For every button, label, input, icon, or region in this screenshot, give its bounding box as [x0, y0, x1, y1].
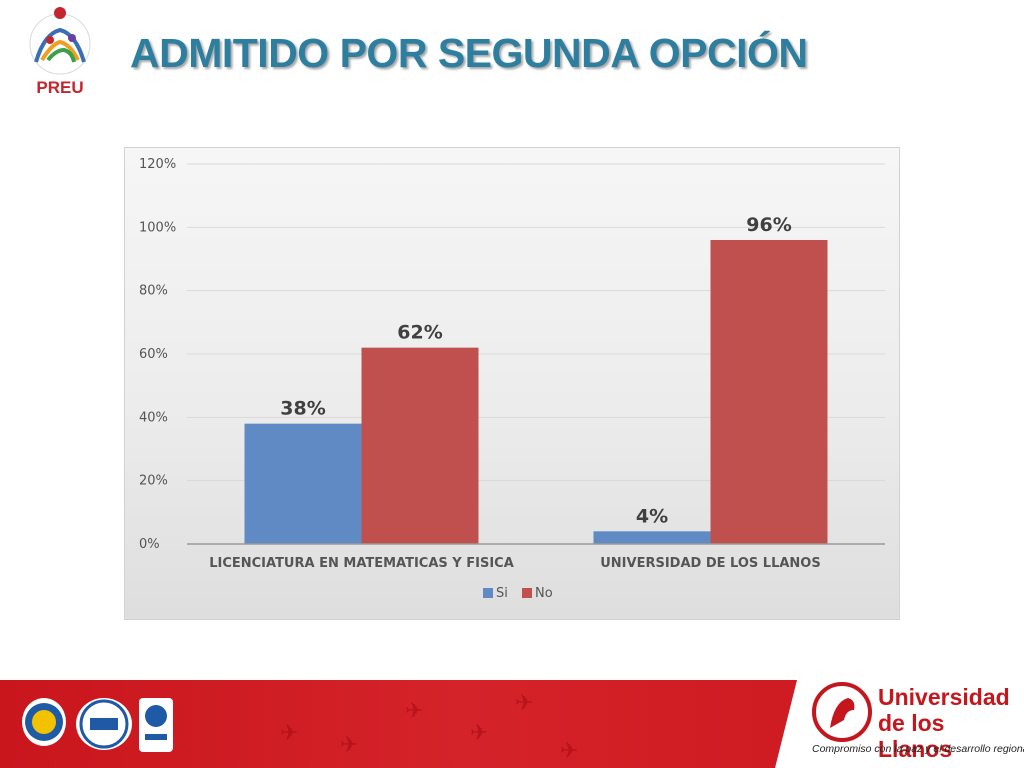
iqnet-certified-icon: [76, 698, 132, 750]
data-label: 96%: [746, 214, 791, 236]
y-tick-label: 100%: [139, 220, 176, 235]
y-tick-label: 120%: [139, 157, 176, 172]
unillanos-emblem-icon: [812, 682, 872, 742]
bar-no: [361, 347, 479, 544]
preu-logo-text: PREU: [36, 78, 84, 97]
bird-silhouette-icon: ✈: [470, 720, 489, 745]
chart-legend: Si No: [483, 586, 553, 601]
preu-emblem-icon: [29, 7, 91, 75]
bar-chart: 0% 20% 40% 60% 80% 100% 120% 38% 62% 4% 96% LICEN…: [139, 157, 885, 601]
y-tick-label: 80%: [139, 284, 168, 299]
preu-logo: PREU: [14, 4, 114, 100]
legend-label-si: Si: [496, 586, 508, 601]
iso-9001-icon: [139, 698, 173, 752]
bird-silhouette-icon: ✈: [340, 732, 359, 757]
university-name: Universidad de los Llanos: [878, 684, 1020, 762]
university-logo: Universidad de los Llanos Compromiso con…: [810, 680, 1024, 768]
x-axis-categories: LICENCIATURA EN MATEMATICAS Y FISICA UNIV…: [209, 556, 821, 571]
y-tick-label: 40%: [139, 410, 168, 425]
y-tick-label: 20%: [139, 474, 168, 489]
legend-label-no: No: [535, 586, 553, 601]
footer-red-band: ✈ ✈ ✈ ✈ ✈ ✈: [0, 680, 797, 768]
y-tick-label: 60%: [139, 347, 168, 362]
footer: ✈ ✈ ✈ ✈ ✈ ✈ Universidad de los Llanos Co…: [0, 680, 1024, 768]
data-label: 4%: [636, 505, 668, 527]
bar-si: [593, 531, 711, 544]
chart-panel: 0% 20% 40% 60% 80% 100% 120% 38% 62% 4% 96% LICEN…: [124, 147, 900, 620]
bird-silhouette-icon: ✈: [560, 738, 579, 763]
x-category-label: LICENCIATURA EN MATEMATICAS Y FISICA: [209, 556, 514, 571]
legend-swatch-si: [483, 588, 493, 598]
data-label: 62%: [397, 322, 442, 344]
bird-silhouette-icon: ✈: [280, 720, 299, 745]
legend-swatch-no: [522, 588, 532, 598]
university-tagline: Compromiso con la paz y el desarrollo re…: [812, 743, 1024, 755]
bird-silhouette-icon: ✈: [405, 698, 424, 723]
data-labels: 38% 62% 4% 96%: [280, 214, 791, 527]
page-title: ADMITIDO POR SEGUNDA OPCIÓN: [130, 30, 808, 76]
university-name-line2: de los Llanos: [878, 710, 953, 762]
bird-silhouette-icon: ✈: [515, 690, 534, 715]
bar-no: [710, 240, 828, 544]
data-label: 38%: [280, 398, 325, 420]
y-axis-ticks: 0% 20% 40% 60% 80% 100% 120%: [139, 157, 176, 552]
x-category-label: UNIVERSIDAD DE LOS LLANOS: [600, 556, 820, 571]
y-tick-label: 0%: [139, 537, 160, 552]
bar-si: [244, 423, 362, 544]
acreditacion-seal-icon: [22, 698, 66, 746]
university-name-line1: Universidad: [878, 684, 1010, 710]
chart-bars: [244, 240, 828, 544]
